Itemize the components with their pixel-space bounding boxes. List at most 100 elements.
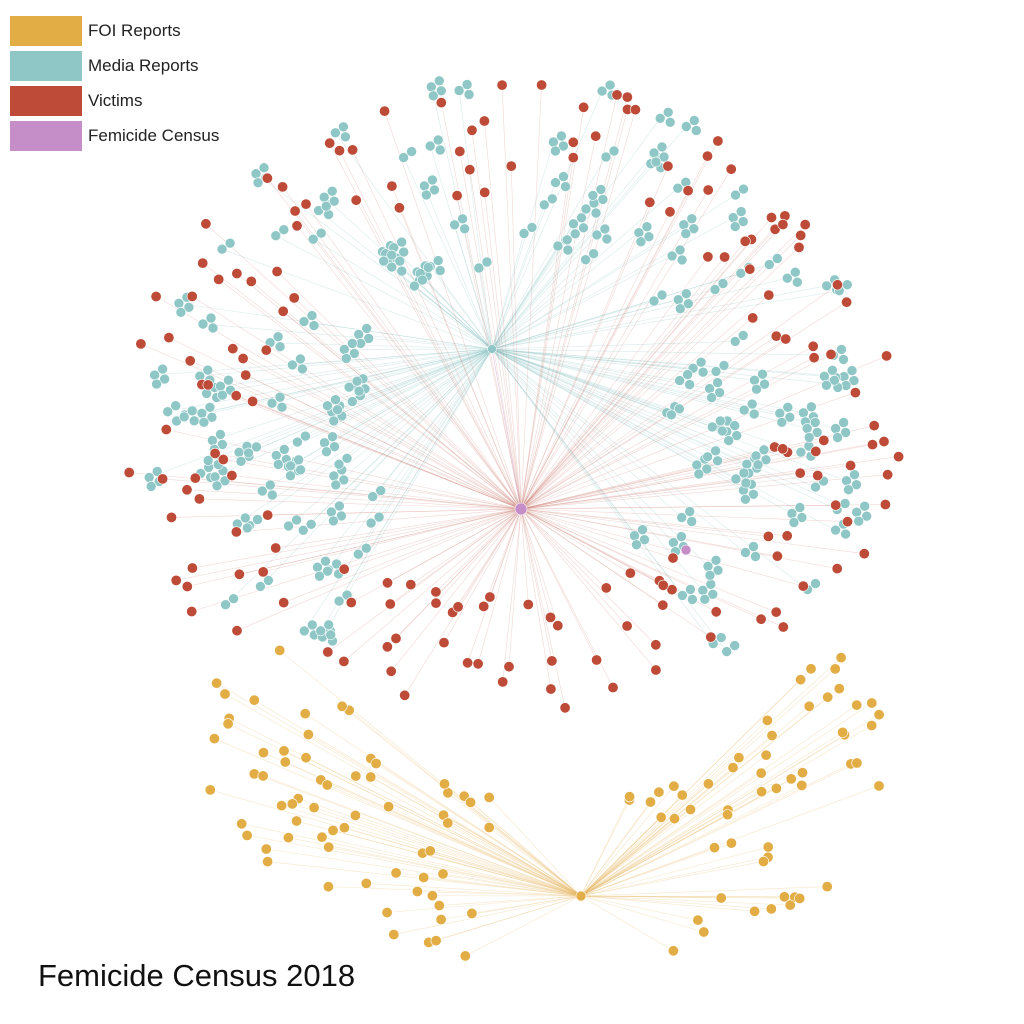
victim-node: [667, 552, 679, 564]
victim-node: [270, 542, 282, 554]
victim-node: [710, 606, 722, 618]
media-node: [314, 570, 325, 582]
media-node: [840, 427, 851, 438]
victim-node: [379, 105, 391, 117]
victim-node: [505, 160, 517, 172]
victim-node: [777, 621, 789, 633]
victim-node: [657, 599, 669, 611]
foi-node: [322, 881, 334, 893]
media-node: [699, 593, 711, 605]
media-node: [796, 512, 808, 523]
network-edge: [249, 348, 493, 526]
network-edge: [580, 801, 651, 897]
media-node: [597, 194, 609, 205]
legend-label-femicide-census: Femicide Census: [88, 125, 220, 145]
network-edge: [580, 842, 732, 897]
network-edge: [491, 348, 720, 428]
network-edge: [447, 822, 582, 897]
network-edge: [520, 508, 597, 661]
network-edge: [491, 348, 857, 513]
network-edge: [520, 354, 832, 510]
network-edge: [491, 348, 836, 531]
foi-node: [725, 837, 737, 849]
victim-node: [484, 591, 496, 603]
network-edge: [478, 267, 493, 350]
media-node: [730, 473, 742, 485]
network-edge: [508, 508, 522, 667]
victim-node: [260, 344, 272, 356]
media-node: [188, 415, 200, 427]
network-edge: [422, 852, 582, 897]
network-edge: [491, 234, 598, 350]
media-node: [730, 189, 741, 201]
network-edge: [491, 348, 780, 414]
network-edge: [520, 508, 673, 590]
census-node: [514, 502, 528, 516]
foi-node: [762, 841, 774, 853]
media-node: [292, 436, 303, 448]
media-node: [216, 243, 228, 255]
network-edge: [520, 155, 708, 510]
foi-node: [715, 892, 727, 904]
network-edge: [520, 508, 631, 574]
media-node: [325, 629, 337, 641]
media-node: [748, 541, 759, 552]
network-edge: [520, 508, 674, 559]
network-edge: [215, 453, 522, 510]
media-node: [687, 594, 698, 605]
media-node: [378, 255, 390, 267]
media-node: [346, 338, 358, 349]
network-edge: [355, 775, 582, 897]
network-edge: [239, 508, 522, 575]
network-edge: [266, 349, 522, 510]
media-node: [838, 417, 849, 428]
foi-node: [360, 877, 372, 889]
media-node: [821, 280, 833, 292]
network-edge: [491, 348, 683, 596]
network-edge: [491, 348, 694, 369]
network-edge: [171, 508, 522, 518]
media-node: [738, 467, 750, 479]
victim-node: [381, 577, 393, 589]
media-node: [453, 85, 465, 96]
foi-node: [323, 841, 335, 853]
media-node: [827, 364, 838, 376]
victim-node: [702, 184, 714, 196]
media-node: [576, 212, 587, 224]
legend-label-media-reports: Media Reports: [88, 55, 199, 75]
foi-node: [757, 855, 769, 867]
media-node: [639, 534, 650, 546]
media-node: [810, 578, 821, 589]
media-node: [710, 554, 722, 566]
media-node: [680, 288, 692, 300]
media-node: [308, 320, 320, 331]
media-node: [202, 364, 214, 376]
media-node: [206, 411, 218, 423]
media-node: [432, 255, 444, 266]
foi-node: [727, 762, 739, 774]
network-edge: [491, 341, 736, 350]
network-edge: [328, 886, 582, 897]
media-node: [705, 578, 717, 590]
network-edge: [282, 186, 522, 510]
victim-node: [496, 79, 508, 91]
victim-node: [184, 355, 196, 367]
media-node: [434, 144, 446, 156]
victim-node: [438, 637, 450, 649]
victim-node: [452, 601, 464, 613]
network-edge: [520, 202, 651, 510]
media-node: [843, 484, 854, 496]
media-node: [690, 125, 702, 136]
foi-node: [204, 784, 216, 796]
network-edge: [491, 348, 717, 372]
media-node: [217, 439, 228, 450]
network-edge: [441, 895, 582, 920]
media-node: [341, 452, 353, 464]
media-node: [789, 266, 801, 278]
media-node: [702, 451, 713, 463]
network-edge: [580, 732, 843, 897]
network-edge: [520, 97, 628, 510]
network-edge: [237, 348, 493, 525]
victim-node: [350, 194, 362, 206]
network-edge: [489, 827, 582, 897]
